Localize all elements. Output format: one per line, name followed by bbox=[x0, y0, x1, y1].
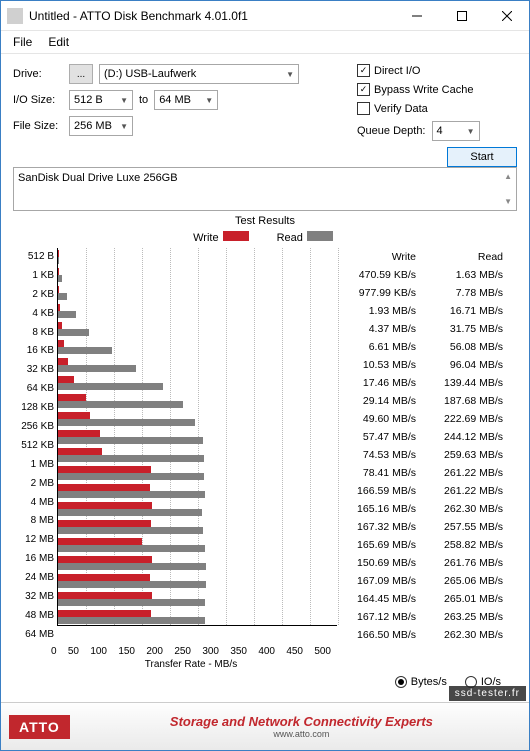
legend-write-label: Write bbox=[193, 232, 218, 244]
titlebar: Untitled - ATTO Disk Benchmark 4.01.0f1 bbox=[1, 1, 529, 31]
chart-plot bbox=[57, 248, 337, 626]
x-axis-label: Transfer Rate - MB/s bbox=[51, 659, 331, 670]
menu-file[interactable]: File bbox=[5, 33, 40, 51]
chevron-down-icon: ▼ bbox=[467, 127, 475, 136]
footer-tagline: Storage and Network Connectivity Experts bbox=[82, 714, 521, 729]
drive-browse-button[interactable]: ... bbox=[69, 64, 93, 84]
legend-write-swatch bbox=[223, 231, 249, 241]
app-window: Untitled - ATTO Disk Benchmark 4.01.0f1 … bbox=[0, 0, 530, 751]
directio-checkbox[interactable]: ✓ bbox=[357, 64, 370, 77]
x-axis: 050100150200250300350400450500 bbox=[51, 644, 331, 657]
bytes-radio[interactable]: Bytes/s bbox=[395, 676, 447, 688]
iosize-to-label: to bbox=[139, 94, 148, 106]
y-axis: 512 B1 KB2 KB4 KB8 KB16 KB32 KB64 KB128 … bbox=[19, 248, 57, 644]
drive-label: Drive: bbox=[13, 68, 63, 80]
legend-read-label: Read bbox=[277, 232, 303, 244]
start-button[interactable]: Start bbox=[447, 147, 517, 167]
verify-checkbox[interactable] bbox=[357, 102, 370, 115]
maximize-button[interactable] bbox=[439, 1, 484, 30]
drive-select[interactable]: (D:) USB-Laufwerk ▼ bbox=[99, 64, 299, 84]
footer: ATTO Storage and Network Connectivity Ex… bbox=[1, 702, 529, 750]
chevron-down-icon: ▼ bbox=[286, 70, 294, 79]
queue-label: Queue Depth: bbox=[357, 125, 426, 137]
atto-logo: ATTO bbox=[9, 715, 70, 739]
write-column: Write470.59 KB/s977.99 KB/s1.93 MB/s4.37… bbox=[337, 248, 424, 644]
chevron-down-icon: ▼ bbox=[205, 96, 213, 105]
app-icon bbox=[7, 8, 23, 24]
footer-url: www.atto.com bbox=[82, 729, 521, 739]
iosize-label: I/O Size: bbox=[13, 94, 63, 106]
bypass-label: Bypass Write Cache bbox=[374, 84, 473, 96]
legend-read-swatch bbox=[307, 231, 333, 241]
watermark: ssd-tester.fr bbox=[449, 686, 526, 701]
minimize-button[interactable] bbox=[394, 1, 439, 30]
filesize-label: File Size: bbox=[13, 120, 63, 132]
bypass-checkbox[interactable]: ✓ bbox=[357, 83, 370, 96]
iosize-from-select[interactable]: 512 B▼ bbox=[69, 90, 133, 110]
window-title: Untitled - ATTO Disk Benchmark 4.01.0f1 bbox=[29, 9, 394, 23]
menubar: File Edit bbox=[1, 31, 529, 54]
results-header: Test Results bbox=[13, 215, 517, 227]
scroll-arrows[interactable]: ▲▼ bbox=[504, 172, 512, 206]
menu-edit[interactable]: Edit bbox=[40, 33, 77, 51]
iosize-to-select[interactable]: 64 MB▼ bbox=[154, 90, 218, 110]
read-column: Read1.63 MB/s7.78 MB/s16.71 MB/s31.75 MB… bbox=[424, 248, 511, 644]
verify-label: Verify Data bbox=[374, 103, 428, 115]
directio-label: Direct I/O bbox=[374, 65, 420, 77]
description-text: SanDisk Dual Drive Luxe 256GB bbox=[18, 172, 178, 206]
legend: Write Read bbox=[13, 231, 517, 244]
filesize-select[interactable]: 256 MB▼ bbox=[69, 116, 133, 136]
drive-value: (D:) USB-Laufwerk bbox=[104, 68, 196, 80]
chevron-down-icon: ▼ bbox=[120, 122, 128, 131]
read-col-header: Read bbox=[424, 248, 503, 264]
chevron-down-icon: ▼ bbox=[120, 96, 128, 105]
write-col-header: Write bbox=[337, 248, 416, 264]
close-button[interactable] bbox=[484, 1, 529, 30]
description-box[interactable]: SanDisk Dual Drive Luxe 256GB ▲▼ bbox=[13, 167, 517, 211]
queue-select[interactable]: 4▼ bbox=[432, 121, 480, 141]
